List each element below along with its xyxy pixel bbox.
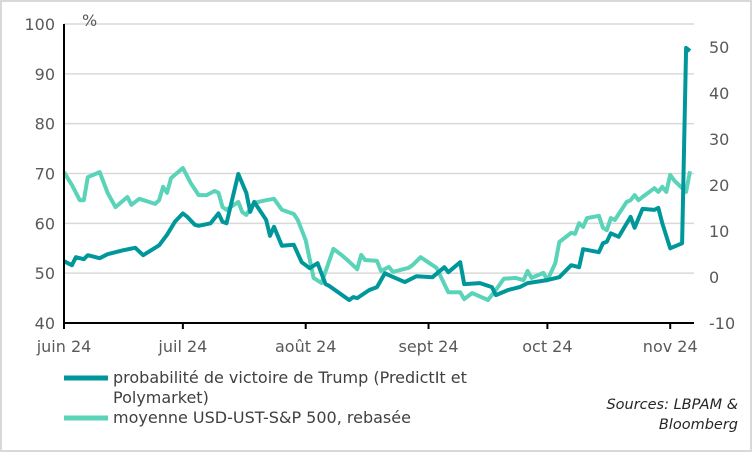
right-axis-tick-label: 0 [709, 268, 719, 287]
source-line-2: Bloomberg [658, 417, 738, 433]
right-axis-tick-label: 40 [709, 84, 729, 103]
left-axis-tick-label: 50 [35, 264, 55, 283]
right-axis-tick-label: -10 [709, 314, 735, 333]
series-line-market-average [62, 166, 692, 302]
left-axis-tick-label: 70 [35, 165, 55, 184]
left-axis-tick-label: 80 [35, 115, 55, 134]
source-line-1: Sources: LBPAM & [606, 397, 738, 413]
x-axis-tick-label: août 24 [275, 337, 336, 356]
right-axis-tick-label: 20 [709, 176, 729, 195]
left-axis-tick-label: 40 [35, 314, 55, 333]
right-axis-tick-label: 10 [709, 222, 729, 241]
legend-label-trump: probabilité de victoire de Trump (Predic… [113, 368, 467, 407]
x-axis-tick-label: oct 24 [522, 337, 572, 356]
left-axis-tick-label: 60 [35, 214, 55, 233]
x-axis-tick-label: nov 24 [643, 337, 698, 356]
x-axis-tick-label: sept 24 [398, 337, 458, 356]
x-axis-tick-label: juin 24 [36, 337, 92, 356]
legend-label-markets: moyenne USD-UST-S&P 500, rebasée [113, 408, 411, 427]
series-lines [62, 45, 692, 303]
legend-swatches [64, 375, 108, 421]
left-axis-unit: % [82, 11, 97, 30]
left-axis-tick-label: 100 [24, 15, 55, 34]
gridlines [64, 23, 694, 274]
x-axis-tick-label: juil 24 [157, 337, 207, 356]
right-axis-tick-label: 50 [709, 38, 729, 57]
left-axis-tick-label: 90 [35, 65, 55, 84]
right-axis-tick-label: 30 [709, 130, 729, 149]
series-line-trump-probability [63, 45, 692, 303]
